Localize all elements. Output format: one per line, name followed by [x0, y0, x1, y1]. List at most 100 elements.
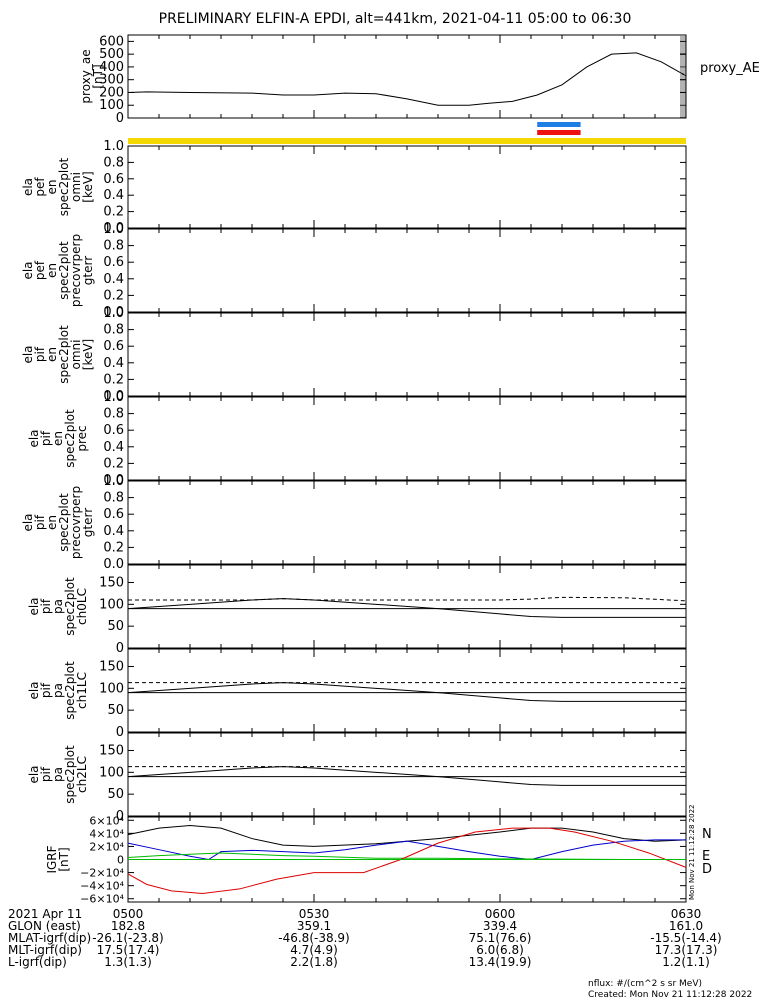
y-tick-label: 1.0 [103, 139, 124, 154]
y-tick-label: 0.4 [103, 272, 124, 287]
side-timestamp: Mon Nov 21 11:12:28 2022 [688, 805, 696, 900]
panel-frame [127, 145, 687, 229]
panel-frame [127, 480, 687, 565]
panel-ela_pef_en_spec2plot_precovrperp_gterr: 0.0 0.20.4 0.60.8 1.0 elapefenspec2plotpreco… [21, 222, 687, 320]
y-tick-label: 0.2 [103, 205, 124, 220]
y-tick-label: 100 [99, 597, 124, 612]
y-axis-label-line: gterr [81, 508, 95, 537]
x-axis-row-label: MLT-igrf(dip) [8, 943, 82, 957]
y-axis-label-line: [nT] [57, 847, 71, 871]
y-axis-label-line: pif [39, 598, 53, 614]
panel-frame [127, 228, 687, 313]
x-axis-value: 1.3(1.3) [104, 955, 152, 969]
y-tick-label: 1.0 [103, 222, 124, 237]
y-tick-label: 2×10⁴ [89, 840, 124, 853]
y-tick-label: 0.8 [103, 407, 124, 422]
y-axis-label-line: pef [33, 177, 47, 197]
y-axis-label-line: pif [33, 514, 47, 530]
y-tick-label: 0.0 [103, 305, 124, 320]
y-axis-label-line: precovrperp [69, 234, 83, 307]
y-tick-label: 0.2 [103, 372, 124, 387]
y-axis-label-line: proxy_ae [79, 49, 93, 103]
y-axis-label-line: ela [27, 765, 41, 783]
y-axis-label-line: spec2plot [57, 157, 71, 216]
x-axis-row-label: L-igrf(dip) [8, 955, 67, 969]
y-tick-label: 0.8 [103, 239, 124, 254]
x-axis-value: -15.5(-14.4) [650, 931, 721, 945]
y-tick-label: 0 [116, 725, 124, 740]
y-axis-label-line: en [45, 263, 59, 278]
y-tick-label: 0.0 [103, 473, 124, 488]
x-axis-value: 0630 [671, 907, 702, 921]
y-tick-label: 150 [99, 743, 124, 758]
y-axis-label-line: en [45, 347, 59, 362]
x-axis-value: 4.7(4.9) [290, 943, 338, 957]
y-tick-label: 500 [99, 47, 124, 62]
series-line-solid [127, 766, 686, 786]
y-tick-label: 1.0 [103, 390, 124, 405]
y-axis-label-line: ch1LC [75, 672, 89, 709]
y-axis-label-line: omni [69, 340, 83, 370]
legend-igrf-N: N [702, 827, 712, 842]
y-tick-label: −2×10⁴ [80, 867, 124, 880]
y-tick-label: 50 [107, 619, 124, 634]
y-axis-label-line: ch2LC [75, 756, 89, 793]
y-tick-label: 100 [99, 765, 124, 780]
y-tick-label: −4×10⁴ [80, 880, 124, 893]
y-axis-label-line: pif [39, 430, 53, 446]
y-axis-label-line: pef [33, 260, 47, 280]
x-axis-value: 2.2(1.8) [290, 955, 338, 969]
y-axis-label-line: [keV] [81, 339, 95, 370]
plot-title: PRELIMINARY ELFIN-A EPDI, alt=441km, 202… [159, 11, 632, 27]
y-tick-label: 100 [99, 98, 124, 113]
y-axis-label-line: ela [21, 513, 35, 531]
y-tick-label: 200 [99, 85, 124, 100]
x-axis-value: 17.3(17.3) [655, 943, 718, 957]
y-tick-label: 150 [99, 575, 124, 590]
y-tick-label: 600 [99, 34, 124, 49]
y-axis-label-line: spec2plot [63, 661, 77, 720]
y-tick-label: 0.4 [103, 356, 124, 371]
y-axis-label-line: ela [27, 597, 41, 615]
y-tick-label: 0 [116, 809, 124, 824]
series-line-black [127, 824, 687, 847]
y-axis-label-line: spec2plot [63, 409, 77, 468]
x-axis-row-label: MLAT-igrf(dip) [8, 931, 91, 945]
y-tick-label: 100 [99, 681, 124, 696]
x-axis-value: 182.8 [111, 919, 145, 933]
series-line-N [127, 839, 686, 861]
y-axis-label-line: pif [39, 682, 53, 698]
y-axis-label-line: [keV] [81, 171, 95, 202]
y-tick-label: 0.8 [103, 491, 124, 506]
blue-marker-bar [537, 122, 581, 127]
x-axis-value: 17.5(17.4) [97, 943, 160, 957]
series-line-solid [127, 598, 686, 618]
x-axis-value: 6.0(6.8) [476, 943, 524, 957]
series-line [127, 52, 687, 106]
y-tick-label: 0.8 [103, 155, 124, 170]
y-tick-label: 150 [99, 659, 124, 674]
y-tick-label: 0.8 [103, 323, 124, 338]
y-axis-label-line: pa [51, 767, 65, 782]
y-tick-label: 0.2 [103, 456, 124, 471]
y-axis-label-line: ela [21, 345, 35, 363]
y-axis-label-line: en [45, 515, 59, 530]
x-axis-value: 0530 [299, 907, 330, 921]
y-tick-label: 50 [107, 787, 124, 802]
panel-frame [127, 34, 687, 119]
y-axis-label-line: pa [51, 683, 65, 698]
y-tick-label: 0.2 [103, 288, 124, 303]
y-axis-label-line: pif [33, 346, 47, 362]
nflux-units: nflux: #/(cm^2 s sr MeV) [588, 979, 702, 989]
y-axis-label-line: prec [75, 425, 89, 451]
y-tick-label: 0 [116, 641, 124, 656]
red-marker-bar [537, 130, 581, 135]
